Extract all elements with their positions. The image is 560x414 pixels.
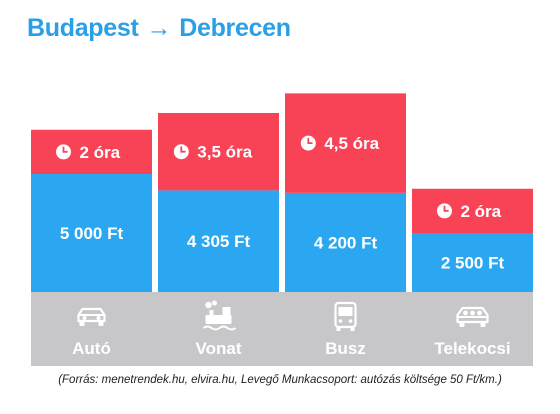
category-label: Vonat bbox=[196, 339, 242, 358]
time-label: 4,5 óra bbox=[324, 134, 379, 153]
cost-label: 2 500 Ft bbox=[441, 254, 505, 273]
clock-hands bbox=[443, 205, 449, 212]
cost-bar bbox=[31, 174, 152, 292]
car-wheel bbox=[79, 321, 85, 326]
bus-icon bbox=[334, 301, 357, 331]
train-chimney bbox=[209, 310, 214, 316]
carpool-passenger bbox=[477, 310, 482, 316]
train-cab bbox=[222, 307, 231, 316]
category-band bbox=[31, 292, 533, 366]
cost-label: 4 305 Ft bbox=[187, 232, 251, 251]
clock-icon bbox=[300, 135, 316, 151]
title-origin: Budapest bbox=[27, 14, 139, 42]
time-label: 2 óra bbox=[80, 143, 121, 162]
arrow-icon: → bbox=[146, 14, 172, 42]
category-label: Autó bbox=[72, 339, 111, 358]
train-body bbox=[205, 315, 232, 324]
train-track bbox=[202, 325, 237, 331]
clock-hands bbox=[62, 146, 68, 153]
car-icon bbox=[77, 307, 106, 326]
cost-bar bbox=[158, 190, 279, 292]
cost-bar bbox=[412, 233, 533, 292]
cost-label: 5 000 Ft bbox=[60, 224, 124, 243]
bus-window bbox=[338, 307, 353, 316]
train-smoke bbox=[205, 301, 212, 309]
bus-light bbox=[348, 319, 353, 323]
clock-icon bbox=[56, 144, 71, 160]
cost-bar bbox=[285, 192, 406, 292]
carpool-wheel bbox=[459, 322, 465, 327]
car-light bbox=[82, 316, 87, 320]
source-footnote: (Forrás: menetrendek.hu, elvira.hu, Leve… bbox=[58, 374, 502, 386]
clock-icon bbox=[173, 144, 189, 160]
bus-wheel bbox=[350, 327, 355, 331]
carpool-body bbox=[456, 306, 489, 324]
time-bar bbox=[412, 188, 533, 233]
category-label: Busz bbox=[325, 339, 366, 358]
carpool-wheel bbox=[480, 322, 486, 327]
time-bar bbox=[31, 129, 152, 174]
bus-body bbox=[334, 301, 357, 329]
carpool-passenger bbox=[463, 310, 468, 316]
cost-label: 4 200 Ft bbox=[314, 233, 378, 252]
train-smoke bbox=[212, 300, 217, 306]
page-title: Budapest → Debrecen bbox=[27, 14, 291, 43]
clock-icon bbox=[437, 203, 452, 219]
train-icon bbox=[202, 300, 237, 331]
category-label: Telekocsi bbox=[434, 339, 510, 358]
carpool-passenger bbox=[470, 310, 475, 316]
car-wheel bbox=[98, 321, 104, 326]
time-label: 2 óra bbox=[461, 202, 502, 221]
title-destination: Debrecen bbox=[179, 14, 291, 42]
clock-hands bbox=[180, 146, 186, 153]
bus-light bbox=[338, 319, 343, 323]
clock-hands bbox=[307, 137, 313, 145]
carpool-icon bbox=[456, 306, 489, 327]
bus-wheel bbox=[336, 327, 341, 331]
time-label: 3,5 óra bbox=[197, 143, 252, 162]
car-light bbox=[96, 316, 101, 320]
